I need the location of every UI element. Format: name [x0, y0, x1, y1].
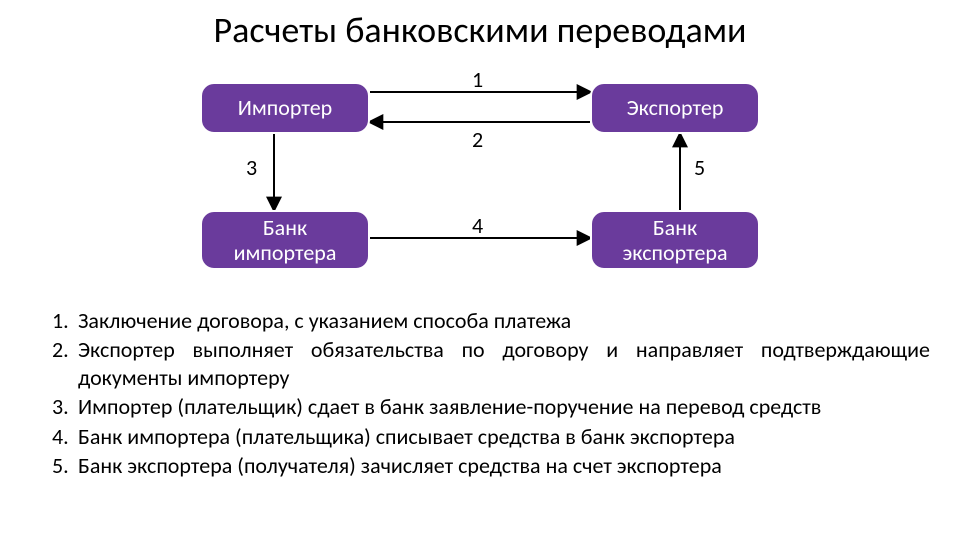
legend-item-number: 2. — [52, 336, 69, 364]
legend-item-number: 1. — [52, 307, 69, 335]
legend-item: 2. Экспортер выполняет обязательства по д… — [52, 336, 930, 392]
legend-item-number: 5. — [52, 452, 69, 480]
legend-item: 5. Банк экспортера (получателя) зачисляет… — [52, 452, 930, 480]
edge-label-e2: 2 — [472, 126, 483, 153]
legend-item: 3. Импортер (плательщик) сдает в банк зая… — [52, 393, 930, 421]
node-bank_exporter: Банк экспортера — [590, 210, 760, 270]
page-title: Расчеты банковскими переводами — [0, 0, 960, 52]
diagram: Импортер Экспортер Банк импортера Банк эксп… — [0, 52, 960, 297]
legend-item-text: Банк экспортера (получателя) зачисляет с… — [78, 452, 722, 479]
node-bank_importer: Банк импортера — [200, 210, 370, 270]
legend-item-text: Банк импортера (плательщика) списывает с… — [78, 423, 735, 450]
edge-label-e4: 4 — [472, 212, 483, 239]
legend-item: 1. Заключение договора, с указанием спосо… — [52, 307, 930, 335]
legend-item-text: Импортер (плательщик) сдает в банк заявл… — [78, 393, 821, 420]
legend-item: 4. Банк импортера (плательщика) списывает… — [52, 423, 930, 451]
node-importer: Импортер — [200, 82, 370, 134]
node-exporter: Экспортер — [590, 82, 760, 134]
edge-label-e3: 3 — [246, 154, 257, 181]
legend-item-number: 3. — [52, 393, 69, 421]
legend-item-text: Экспортер выполняет обязательства по дог… — [78, 336, 930, 391]
legend-item-number: 4. — [52, 423, 69, 451]
edge-label-e1: 1 — [472, 66, 483, 93]
legend-item-text: Заключение договора, с указанием способа… — [78, 307, 571, 334]
legend-list: 1. Заключение договора, с указанием спосо… — [0, 297, 960, 480]
edge-label-e5: 5 — [694, 154, 705, 181]
